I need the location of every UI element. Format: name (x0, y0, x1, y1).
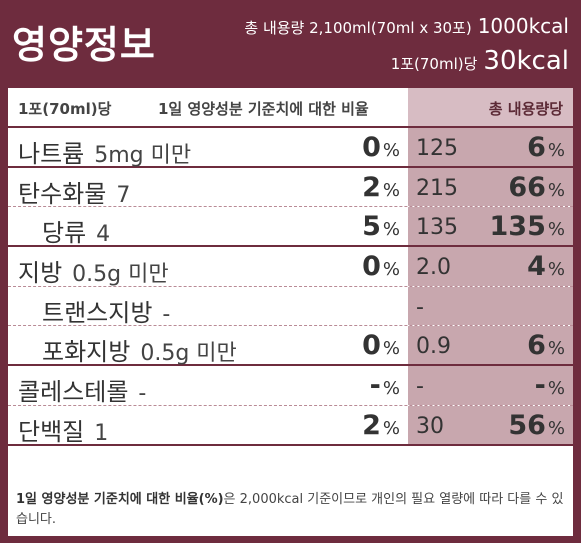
total-content-label: 총 내용량 2,100ml(70ml x 30포) (244, 19, 472, 37)
serving-label: 1포(70ml)당 (390, 55, 478, 73)
total-amount: 125 (416, 136, 458, 161)
daily-pct: -% (369, 370, 400, 402)
daily-pct (398, 291, 400, 322)
nutrient-name: 포화지방 0.5g 미만 (42, 338, 237, 367)
serving-kcal: 30kcal (483, 46, 569, 76)
table-row-sugars: 당류 4 5% 135 135% (8, 207, 573, 247)
table-row-carbohydrate: 탄수화물 7 2% 215 66% (8, 167, 573, 208)
nutrient-name: 나트륨 5mg 미만 (18, 140, 192, 168)
total-amount: - (416, 294, 424, 320)
nutrient-name: 당류 4 (42, 219, 111, 248)
daily-pct: 0% (362, 251, 400, 283)
total-pct: 6% (527, 330, 565, 362)
header-bar: 영양정보 총 내용량 2,100ml(70ml x 30포) 1000kcal 1… (0, 0, 581, 86)
total-pct: 135% (489, 211, 565, 243)
table-row-fat: 지방 0.5g 미만 0% 2.0 4% (8, 247, 573, 287)
table-row-sodium: 나트륨 5mg 미만 0% 125 6% (8, 128, 573, 168)
header-daily-ratio: 1일 영양성분 기준치에 대한 비율 (158, 100, 369, 118)
daily-pct: 2% (362, 171, 400, 203)
table-row-cholesterol: 콜레스테롤 - -% - -% (8, 366, 573, 406)
total-pct: 4% (527, 251, 565, 283)
header-serving: 1포(70ml)당 (18, 100, 112, 118)
total-amount: 2.0 (416, 255, 451, 281)
table-row-protein: 단백질 1 2% 30 56% (8, 405, 573, 446)
total-amount: - (416, 374, 424, 400)
nutrient-name: 지방 0.5g 미만 (18, 259, 169, 288)
serving-line: 1포(70ml)당 30kcal (391, 46, 569, 76)
total-pct (563, 291, 565, 322)
total-pct: 56% (508, 409, 565, 441)
header-total: 총 내용량당 (488, 100, 563, 118)
daily-pct: 5% (362, 211, 400, 243)
footnote-bold: 1일 영양성분 기준치에 대한 비율(%) (16, 492, 224, 507)
daily-pct: 0% (362, 132, 400, 163)
footnote-text: 은 2,000kcal 기준이므로 개인의 필요 열량에 따라 다를 수 있습니… (16, 492, 564, 527)
nutrition-panel: 1포(70ml)당 1일 영양성분 기준치에 대한 비율 총 내용량당 나트륨 5… (8, 88, 573, 536)
nutrient-name: 단백질 1 (18, 417, 109, 446)
nutrient-name: 탄수화물 7 (18, 179, 131, 208)
daily-pct: 2% (362, 409, 400, 441)
total-amount: 30 (416, 413, 444, 439)
total-content-line: 총 내용량 2,100ml(70ml x 30포) 1000kcal (244, 14, 569, 38)
total-pct: -% (534, 370, 565, 402)
table-row-trans-fat: 트랜스지방 - - (8, 286, 573, 327)
total-amount: 135 (416, 215, 458, 241)
table-row-saturated-fat: 포화지방 0.5g 미만 0% 0.9 6% (8, 326, 573, 366)
total-pct: 6% (527, 132, 565, 163)
total-amount: 215 (416, 175, 458, 201)
footnote: 1일 영양성분 기준치에 대한 비율(%)은 2,000kcal 기준이므로 개… (8, 484, 573, 536)
total-amount: 0.9 (416, 334, 451, 360)
total-pct: 66% (508, 171, 565, 203)
nutrient-name: 트랜스지방 - (42, 298, 171, 327)
nutrition-title: 영양정보 (12, 23, 156, 67)
nutrient-name: 콜레스테롤 - (18, 378, 147, 407)
nutrition-table: 1포(70ml)당 1일 영양성분 기준치에 대한 비율 총 내용량당 나트륨 5… (8, 88, 573, 446)
daily-pct: 0% (362, 330, 400, 362)
total-kcal: 1000kcal (477, 14, 569, 38)
table-header-row: 1포(70ml)당 1일 영양성분 기준치에 대한 비율 총 내용량당 (8, 88, 573, 128)
